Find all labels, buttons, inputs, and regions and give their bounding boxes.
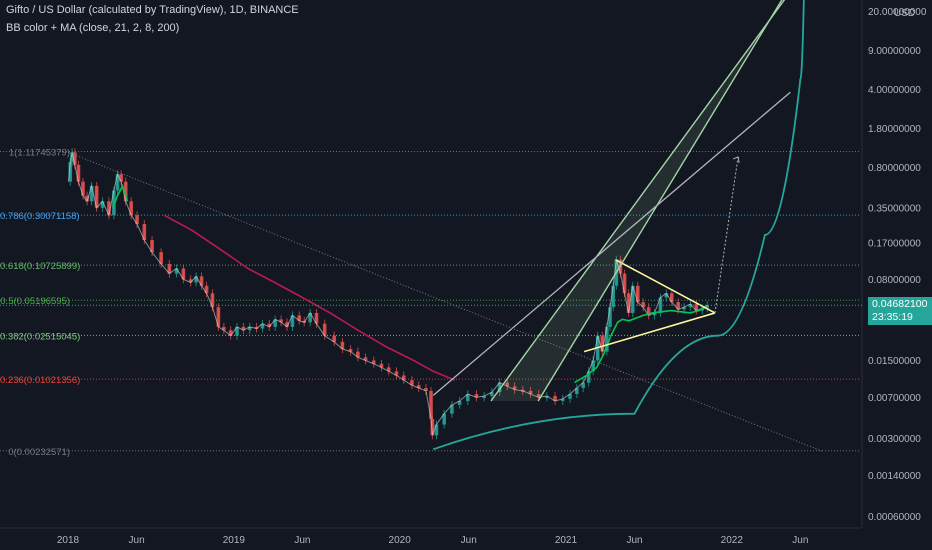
currency-label: USD [894,8,916,19]
projection-arrowhead [732,156,740,163]
fib-level-label: 0.618(0.10725899) [0,261,80,272]
y-tick-label: 0.80000000 [868,163,921,174]
bar-countdown: 23:35:19 [872,311,913,323]
x-tick-label: Jun [129,535,145,546]
indicator-legend: BB color + MA (close, 21, 2, 8, 200) [6,22,180,34]
x-tick-label: 2018 [57,535,80,546]
y-tick-label: 4.00000000 [868,85,921,96]
y-tick-label: 0.08000000 [868,275,921,286]
chart-title: Gifto / US Dollar (calculated by Trading… [6,4,299,16]
x-tick-label: Jun [792,535,808,546]
y-tick-label: 0.01500000 [868,356,921,367]
x-tick-label: 2021 [555,535,578,546]
bb-upper-line [574,306,707,384]
y-tick-label: 20.00000000 [868,7,927,18]
y-tick-label: 0.35000000 [868,203,921,214]
x-tick-label: Jun [461,535,477,546]
x-tick-label: Jun [294,535,310,546]
x-tick-label: 2020 [389,535,412,546]
y-tick-label: 9.00000000 [868,46,921,57]
diagonal-drawing [67,151,823,452]
x-tick-label: Jun [626,535,642,546]
y-tick-label: 1.80000000 [868,124,921,135]
fib-level-label: 0.5(0.05196595) [0,296,70,307]
y-tick-label: 0.00700000 [868,393,921,404]
fib-level-label: 0.382(0.02515045) [0,331,80,342]
price-line [68,152,708,436]
x-tick-label: 2019 [223,535,246,546]
fib-level-label: 0.236(0.01021356) [0,375,80,386]
y-tick-label: 0.00300000 [868,434,921,445]
ma200-line [163,214,455,381]
channel-upper-drawing [537,0,783,402]
y-tick-label: 0.17000000 [868,238,921,249]
channel-lower-drawing [490,0,786,402]
fib-level-label: 0(0.00232571) [8,447,70,458]
last-price-value: 0.04682100 [872,298,928,310]
triangle-lower-drawing [583,312,716,353]
y-tick-label: 0.00060000 [868,512,921,523]
x-tick-label: 2022 [721,535,744,546]
y-tick-label: 0.00140000 [868,471,921,482]
fib-level-label: 0.786(0.30071158) [0,211,80,222]
bb-upper-line [112,183,129,209]
fib-level-label: 1(1.11745379) [9,148,70,159]
last-price-tag[interactable]: 0.04682100 23:35:19 [868,297,932,325]
triangle-upper-drawing [615,258,716,314]
channel-fill [491,0,785,401]
fib-arc-drawing [432,0,805,451]
trendline-drawing [432,91,791,396]
